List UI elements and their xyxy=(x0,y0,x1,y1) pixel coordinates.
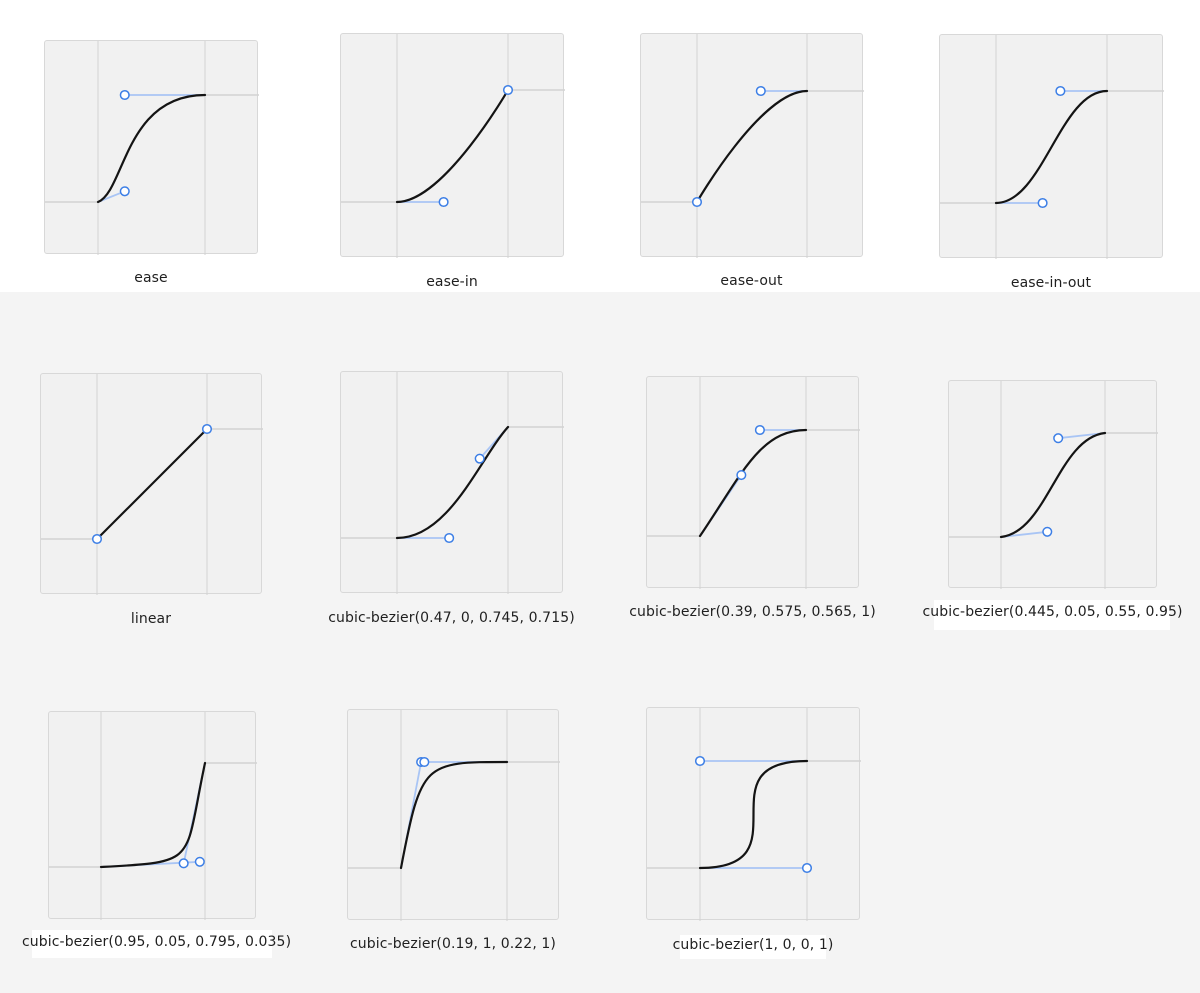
easing-label: linear xyxy=(130,611,172,627)
control-point-2 xyxy=(1055,85,1066,97)
bezier-curve xyxy=(999,431,1107,539)
easing-curve-plot xyxy=(647,708,861,921)
easing-label: ease-in-out xyxy=(1010,275,1092,291)
easing-curve-plot xyxy=(41,374,263,595)
bezier-curve xyxy=(95,427,209,541)
easing-label: cubic-bezier(0.95, 0.05, 0.795, 0.035) xyxy=(22,934,292,950)
easing-card-linear xyxy=(40,373,263,595)
easing-card-ease-out xyxy=(640,33,864,258)
easing-card-ease-in-out xyxy=(939,34,1164,259)
bezier-curve xyxy=(698,428,808,538)
easing-label: cubic-bezier(1, 0, 0, 1) xyxy=(672,937,834,953)
bezier-curve xyxy=(399,760,509,870)
easing-label: ease-out xyxy=(720,273,783,289)
control-point-1 xyxy=(691,196,703,208)
control-point-1 xyxy=(1037,197,1048,209)
easing-card-cb-1 xyxy=(340,371,564,594)
easing-label: cubic-bezier(0.445, 0.05, 0.55, 0.95) xyxy=(922,604,1183,620)
control-point-1 xyxy=(438,196,449,208)
control-point-2 xyxy=(754,424,765,436)
easing-curve-plot xyxy=(49,712,257,920)
control-point-1 xyxy=(736,470,747,481)
bezier-curve xyxy=(395,425,510,540)
easing-card-cb-3 xyxy=(948,380,1158,589)
control-point-1 xyxy=(801,862,813,874)
easing-card-cb-2 xyxy=(646,376,860,589)
easing-label: ease-in xyxy=(426,274,478,290)
bezier-curve xyxy=(994,89,1109,205)
label-highlight-pad xyxy=(680,935,826,959)
bezier-curve xyxy=(695,89,809,204)
easing-curve-plot xyxy=(341,34,565,258)
easing-card-ease-in xyxy=(340,33,565,258)
control-point-2 xyxy=(694,755,706,767)
easing-label: cubic-bezier(0.19, 1, 0.22, 1) xyxy=(350,936,556,952)
easing-curve-plot xyxy=(940,35,1164,259)
easing-curve-plot xyxy=(341,372,564,594)
bezier-curve xyxy=(96,93,207,204)
control-point-2 xyxy=(419,756,430,768)
control-point-2 xyxy=(201,423,213,435)
control-point-2 xyxy=(1053,433,1064,444)
control-point-2 xyxy=(178,858,189,869)
bezier-curve xyxy=(99,761,207,869)
control-point-1 xyxy=(444,532,455,544)
easing-card-cb-5 xyxy=(347,709,560,921)
easing-curve-plot xyxy=(949,381,1158,589)
easing-card-cb-4 xyxy=(48,711,257,920)
easing-curve-plot xyxy=(641,34,864,258)
easing-card-ease xyxy=(44,40,259,255)
easing-label: cubic-bezier(0.47, 0, 0.745, 0.715) xyxy=(328,610,575,626)
control-point-1 xyxy=(119,186,130,197)
control-point-2 xyxy=(755,85,766,97)
control-point-1 xyxy=(194,856,205,867)
control-point-2 xyxy=(502,84,514,96)
label-highlight-pad xyxy=(934,600,1170,630)
bezier-curve xyxy=(395,88,510,204)
label-highlight-pad xyxy=(32,930,272,958)
easing-label: cubic-bezier(0.39, 0.575, 0.565, 1) xyxy=(629,604,876,620)
control-point-1 xyxy=(1042,526,1053,537)
control-point-2 xyxy=(119,89,130,101)
easing-curve-plot xyxy=(647,377,860,589)
bezier-curve xyxy=(698,759,809,870)
control-point-2 xyxy=(474,453,485,464)
control-point-1 xyxy=(91,533,103,545)
easing-curve-plot xyxy=(348,710,560,921)
easing-curve-plot xyxy=(45,41,259,255)
easing-card-cb-6 xyxy=(646,707,861,921)
easing-label: ease xyxy=(134,270,168,286)
